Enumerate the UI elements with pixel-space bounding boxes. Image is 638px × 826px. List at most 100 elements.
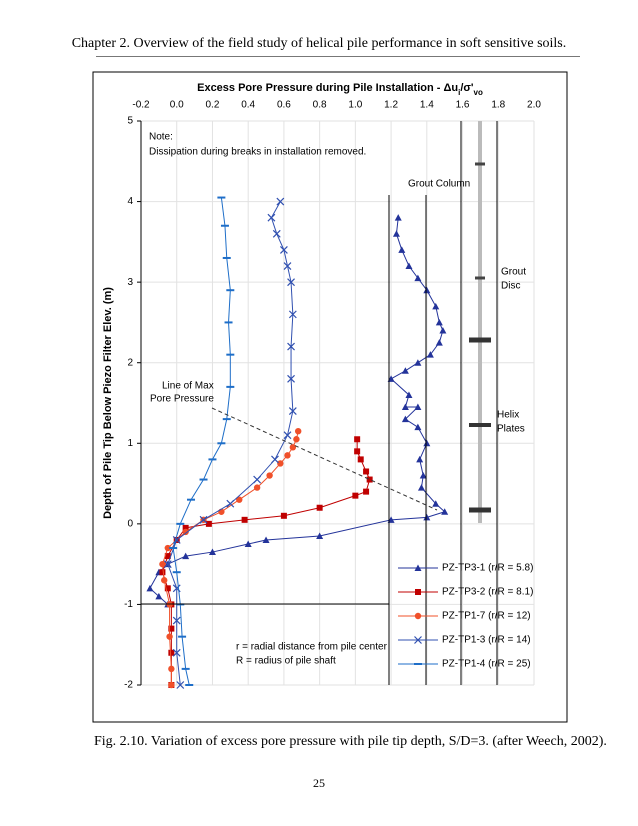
marker [414, 423, 422, 431]
marker [435, 339, 443, 346]
legend-marker [415, 589, 421, 595]
marker [287, 342, 295, 351]
marker [354, 448, 361, 455]
marker [164, 585, 171, 592]
marker [262, 536, 270, 543]
marker [363, 488, 370, 495]
x-tick-label: 0.4 [241, 100, 255, 111]
legend-label: PZ-TP3-2 (r/R = 8.1) [442, 587, 533, 598]
annotation: Pore Pressure [150, 394, 214, 405]
y-tick-label: 5 [127, 116, 133, 127]
y-tick-label: 3 [127, 277, 133, 288]
title-part: i [458, 88, 460, 97]
marker [401, 403, 409, 411]
x-tick-label: 0.2 [206, 100, 220, 111]
marker [205, 520, 212, 527]
marker [405, 262, 413, 270]
marker [419, 472, 427, 479]
marker [182, 528, 189, 536]
marker [401, 415, 409, 423]
marker [423, 439, 431, 447]
annotation: Note: [149, 132, 173, 143]
annotation: Line of Max [162, 381, 214, 392]
max-pressure-line [211, 407, 438, 511]
y-tick-label: 4 [127, 196, 133, 207]
marker [287, 278, 295, 287]
marker [272, 229, 281, 238]
marker [199, 515, 208, 524]
marker [283, 431, 292, 440]
marker [423, 286, 431, 294]
marker [267, 213, 276, 222]
marker [168, 649, 175, 656]
legend-label: PZ-TP3-1 (r/R = 5.8) [442, 563, 533, 574]
x-tick-label: 1.0 [348, 100, 362, 111]
marker [164, 544, 171, 552]
marker [293, 436, 300, 443]
figure-caption: Fig. 2.10. Variation of excess pore pres… [94, 734, 607, 749]
marker [398, 246, 406, 253]
marker [168, 681, 175, 689]
y-tick-label: -1 [124, 599, 133, 610]
marker [295, 428, 302, 435]
marker [432, 500, 440, 507]
legend-label: PZ-TP1-3 (r/R = 14) [442, 635, 531, 646]
marker [166, 633, 173, 640]
marker [392, 230, 400, 237]
marker [366, 476, 373, 483]
marker [401, 367, 409, 374]
marker [146, 584, 154, 592]
marker [226, 499, 235, 508]
marker [288, 310, 297, 319]
annotation: Grout [501, 267, 526, 278]
marker [316, 532, 324, 539]
marker [432, 302, 440, 310]
marker [417, 484, 425, 491]
y-tick-label: -2 [124, 680, 133, 691]
annotation: Helix [497, 410, 519, 421]
title-part: Excess Pore Pressure during Pile Install… [197, 82, 458, 94]
marker [283, 262, 292, 270]
marker [176, 681, 185, 689]
marker [279, 245, 288, 254]
marker [161, 577, 168, 584]
marker [414, 403, 422, 411]
marker [168, 665, 175, 673]
marker [354, 436, 361, 443]
marker [182, 552, 190, 560]
x-tick-label: 0.6 [277, 100, 291, 111]
marker [168, 625, 175, 632]
running-header: Chapter 2. Overview of the field study o… [71, 36, 567, 51]
marker [277, 460, 284, 467]
y-tick-label: 2 [127, 357, 133, 368]
marker [159, 569, 166, 576]
x-tick-label: 2.0 [527, 100, 541, 111]
annotation: Dissipation during breaks in installatio… [149, 147, 366, 158]
annotation: r = radial distance from pile center [236, 642, 388, 653]
marker [287, 374, 295, 383]
x-tick-label: 0.0 [170, 100, 184, 111]
marker [253, 475, 262, 484]
marker [439, 326, 447, 334]
legend-marker [414, 636, 422, 644]
marker [426, 351, 434, 358]
marker [288, 407, 297, 415]
x-tick-label: 1.2 [384, 100, 398, 111]
marker [394, 214, 402, 221]
x-tick-label: 1.4 [420, 100, 434, 111]
x-tick-label: 0.8 [313, 100, 327, 111]
chart-frame [92, 71, 568, 723]
y-tick-label: 1 [127, 438, 133, 449]
marker [316, 504, 323, 511]
page-number: 25 [313, 776, 325, 790]
x-tick-label: 1.8 [491, 100, 505, 111]
marker [414, 274, 422, 282]
marker [172, 648, 181, 657]
marker [423, 513, 431, 521]
marker [416, 455, 424, 463]
marker [266, 472, 273, 479]
header-rule [96, 56, 580, 57]
marker [271, 455, 279, 464]
